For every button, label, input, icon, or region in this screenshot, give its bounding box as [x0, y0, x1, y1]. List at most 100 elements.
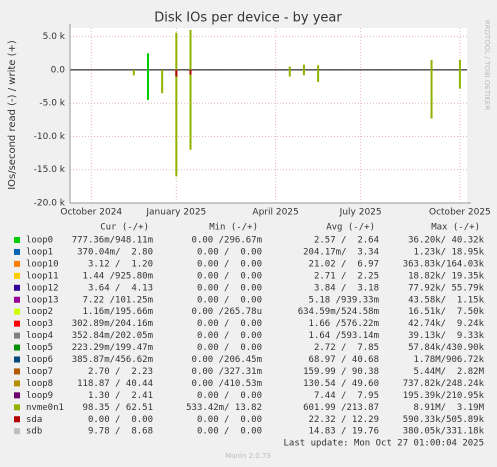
legend-swatch [14, 404, 20, 411]
legend-stat: 2.71 / 2.25 [314, 271, 379, 281]
legend-stat: 0.00 / 0.00 [197, 319, 262, 329]
legend-stat: 159.99 / 90.38 [303, 367, 379, 377]
bar [288, 66, 291, 70]
legend-swatch [14, 272, 20, 279]
legend-stat: 68.97 / 40.68 [309, 355, 379, 365]
legend-stat: 1.78M/906.72k [414, 355, 485, 365]
legend-stat: 0.00 / 0.00 [197, 343, 262, 353]
legend-stat: 3.12 / 1.20 [88, 259, 153, 269]
bar [189, 29, 192, 70]
legend-stat: 1.44 /925.80m [83, 271, 153, 281]
legend-swatch [14, 368, 20, 375]
bar [132, 69, 135, 76]
legend-stat: 5.44M/ 2.82M [414, 367, 485, 377]
legend-stat: 0.00 /410.53m [192, 379, 262, 389]
x-tick-label: April 2025 [252, 208, 298, 218]
legend-stat: 0.00 / 0.00 [197, 331, 262, 341]
legend-stat: 0.00 /296.67m [192, 236, 262, 246]
legend-stat: 3.64 / 4.13 [88, 283, 153, 293]
legend-swatch [14, 392, 20, 399]
legend-header: Max (-/+) [431, 223, 480, 233]
x-tick-label: July 2025 [339, 208, 382, 218]
legend-stat: 98.35 / 62.51 [83, 403, 153, 413]
bar [175, 32, 178, 70]
legend-stat: 601.99 /213.87 [303, 403, 379, 413]
legend-stat: 16.51k/ 7.50k [408, 307, 484, 317]
x-tick-label: October 2025 [429, 208, 491, 218]
legend-stat: 0.00 / 0.00 [197, 427, 262, 437]
legend-stat: 737.82k/248.24k [403, 379, 485, 389]
y-tick-label: -10.0 k [34, 132, 66, 142]
legend-stat: 0.00 / 0.00 [197, 271, 262, 281]
legend-swatch [14, 248, 20, 255]
y-axis-label: IOs/second read (-) / write (+) [7, 40, 18, 190]
legend-stat: 385.87m/456.62m [72, 355, 153, 365]
legend-swatch [14, 380, 20, 387]
legend-stat: 2.57 / 2.64 [314, 236, 379, 246]
legend-stat: 2.72 / 7.85 [314, 343, 379, 353]
legend-label: loop8 [26, 379, 53, 389]
legend-stat: 0.00 /327.31m [192, 367, 262, 377]
legend-label: loop4 [26, 331, 53, 341]
last-update: Last update: Mon Oct 27 01:00:04 2025 [284, 439, 484, 449]
legend-swatch [14, 237, 20, 243]
y-tick-label: 0.0 [51, 65, 66, 75]
legend-stat: 0.00 / 0.00 [88, 415, 153, 425]
legend-stat: 0.00 / 0.00 [197, 295, 262, 305]
legend-swatch [14, 416, 20, 423]
bar [317, 65, 320, 70]
legend-header: Cur (-/+) [100, 223, 149, 233]
legend-stat: 130.54 / 49.60 [303, 379, 379, 389]
bar [146, 69, 149, 100]
legend-stat: 21.02 / 6.97 [309, 259, 379, 269]
legend-stat: 5.18 /939.33m [309, 295, 379, 305]
bar [430, 69, 433, 119]
bar [317, 69, 320, 82]
footer: Munin 2.0.73 [225, 452, 271, 460]
bar [458, 69, 461, 89]
legend-stat: 0.00 / 0.00 [197, 415, 262, 425]
legend-swatch [14, 308, 20, 315]
legend-label: sda [26, 415, 42, 425]
legend-swatch [14, 332, 20, 339]
legend-label: loop2 [26, 307, 53, 317]
legend-stat: 363.83k/164.03k [403, 259, 485, 269]
legend-stat: 590.33k/505.89k [403, 415, 485, 425]
legend-stat: 0.00 /265.78u [192, 307, 262, 317]
legend-label: loop10 [26, 259, 59, 269]
legend-stat: 0.00 / 0.00 [197, 391, 262, 401]
bar [161, 69, 164, 94]
bar [302, 69, 305, 76]
legend-label: loop11 [26, 271, 59, 281]
bar [458, 59, 461, 70]
y-tick-label: -5.0 k [39, 99, 65, 109]
legend-stat: 634.59m/524.58m [298, 307, 379, 317]
y-tick-label: -15.0 k [34, 165, 66, 175]
legend-stat: 195.39k/210.95k [403, 391, 485, 401]
legend-stat: 302.89m/204.16m [72, 319, 153, 329]
legend-stat: 36.20k/ 40.32k [408, 236, 484, 246]
legend-swatch [14, 284, 20, 291]
side-label: RRDTOOL / TOBI OETIKER [483, 20, 491, 110]
legend-stat: 204.17m/ 3.34 [303, 247, 379, 257]
legend-label: loop7 [26, 367, 53, 377]
chart-title: Disk IOs per device - by year [154, 11, 342, 26]
legend-swatch [14, 260, 20, 267]
legend-stat: 0.00 / 0.00 [197, 283, 262, 293]
legend-stat: 8.91M/ 3.19M [414, 403, 485, 413]
legend-stat: 22.32 / 12.29 [309, 415, 379, 425]
legend-label: loop13 [26, 295, 59, 305]
bar [302, 64, 305, 70]
legend-stat: 7.44 / 7.95 [314, 391, 379, 401]
legend-label: loop9 [26, 391, 53, 401]
legend-stat: 223.29m/199.47m [72, 343, 153, 353]
legend-swatch [14, 296, 20, 303]
legend-stat: 0.00 /206.45m [192, 355, 262, 365]
bar [189, 69, 192, 150]
bar [189, 69, 192, 75]
legend-stat: 380.05k/331.18k [403, 427, 485, 437]
legend-stat: 533.42m/ 13.82 [186, 403, 262, 413]
legend-stat: 1.66 /576.22m [309, 319, 379, 329]
legend-swatch [14, 320, 20, 327]
